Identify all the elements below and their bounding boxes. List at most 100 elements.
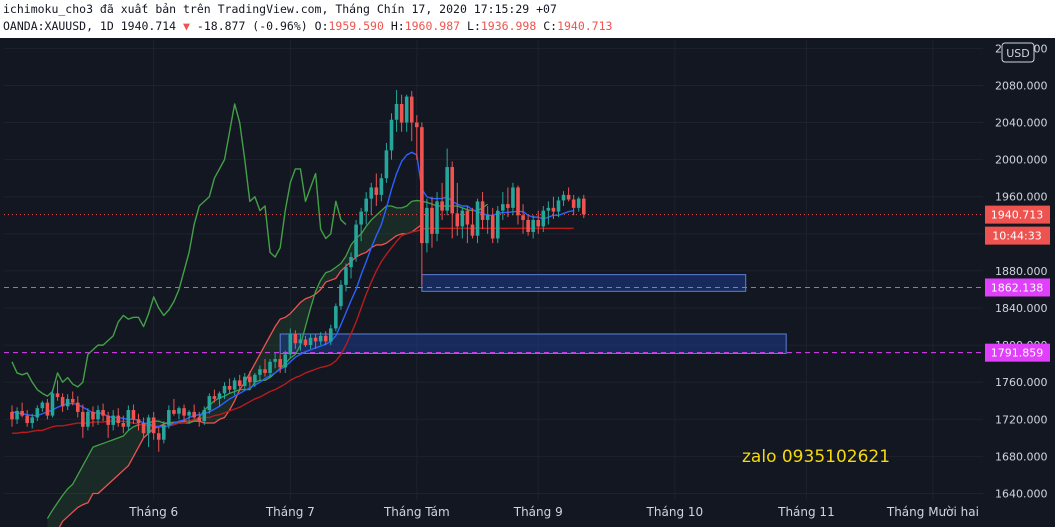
candle-body (55, 393, 60, 398)
candle-body (177, 408, 181, 414)
senkou-span-b-line (58, 224, 423, 527)
y-tick-label: 1880.000 (995, 265, 1048, 278)
candle-body (172, 410, 176, 414)
candle-body (328, 328, 333, 342)
x-tick-label: Tháng 6 (128, 505, 178, 519)
support-zone[interactable] (279, 333, 787, 354)
candle-body (65, 398, 70, 407)
candle-body (60, 397, 65, 407)
kijun-sen-line (12, 227, 574, 434)
x-tick-label: Tháng 11 (777, 505, 835, 519)
y-tick-label: 2040.000 (995, 117, 1048, 130)
candle-body (460, 210, 465, 227)
currency-button-frame[interactable] (1001, 42, 1035, 63)
candle-body (495, 210, 500, 239)
candle-body (106, 415, 110, 425)
open-label: O: (314, 19, 329, 33)
candle-body (516, 187, 520, 216)
candle-body (258, 369, 262, 375)
candle-body (207, 396, 212, 411)
publish-info: ichimoku_cho3 đã xuất bản trên TradingVi… (3, 2, 557, 16)
candle-body (521, 215, 525, 220)
candle-body (20, 410, 24, 416)
candle-body (91, 411, 95, 420)
candle-body (425, 207, 429, 244)
candle-body (96, 410, 100, 420)
y-tick-label: 1680.000 (995, 450, 1048, 463)
candle-body (556, 200, 561, 212)
candle-body (293, 333, 298, 344)
y-tick-label: 2080.000 (995, 79, 1048, 92)
price-tags: 1940.713 10:44:33 1862.138 1791.859 (985, 205, 1050, 362)
candle-body (536, 219, 541, 227)
candle-body (70, 398, 75, 403)
horizontal-levels[interactable] (4, 214, 983, 354)
candle-body (485, 215, 490, 220)
tenkan-sen-line (11, 151, 574, 428)
high-label: H: (390, 19, 405, 33)
candle-body (450, 167, 455, 214)
low-value: 1936.998 (480, 19, 537, 33)
candle-body (156, 433, 161, 440)
candle-body (399, 103, 404, 123)
ohlc-legend: OANDA:XAUUSD, 1D 1940.714 ▼ -18.877 (-0.… (3, 19, 612, 33)
y-tick-label: 1840.000 (995, 302, 1048, 315)
candle-body (15, 410, 19, 420)
x-tick-label: Tháng 7 (265, 505, 315, 519)
candle-body (25, 415, 29, 424)
current-price-tag-text: 1940.713 (991, 209, 1044, 222)
candle-body (480, 201, 485, 220)
candle-body (217, 393, 222, 399)
candle-body (111, 415, 115, 425)
last-price: 1940.714 (120, 19, 177, 33)
candle-body (576, 198, 581, 208)
candle-body (212, 396, 217, 399)
candle-body (146, 417, 151, 434)
currency-button[interactable]: USD (1001, 42, 1035, 63)
support-zone[interactable] (421, 274, 747, 292)
candle-body (455, 213, 460, 227)
candle-body (227, 385, 232, 390)
price-chart[interactable]: 1640.0001680.0001720.0001760.0001800.000… (0, 38, 1055, 527)
candle-body (162, 424, 166, 440)
candle-body (359, 211, 363, 225)
candle-body (430, 207, 434, 234)
candle-body (10, 411, 14, 420)
candle-body (187, 411, 191, 416)
candle-body (571, 199, 576, 208)
candle-body (40, 402, 45, 409)
candle-body (364, 198, 368, 212)
candle-body (561, 194, 566, 201)
candle-body (501, 204, 505, 211)
candle-body (197, 417, 202, 422)
chikou-span-line (11, 103, 347, 397)
candle-body (420, 127, 424, 244)
close-value: 1940.713 (557, 19, 613, 33)
currency-button-label[interactable]: USD (1006, 47, 1030, 60)
candle-body (283, 354, 288, 368)
y-tick-label: 1760.000 (995, 376, 1048, 389)
low-label: L: (467, 19, 481, 33)
candle-body (506, 204, 510, 208)
candle-body (354, 224, 358, 258)
candle-body (121, 423, 126, 427)
x-tick-label: Tháng 10 (646, 505, 704, 519)
open-value: 1959.590 (328, 19, 384, 33)
x-tick-label: Tháng Tám (383, 505, 450, 519)
candle-body (526, 219, 530, 232)
candle-body (404, 96, 409, 123)
candle-body (511, 187, 515, 208)
countdown-tag-text: 10:44:33 (992, 230, 1041, 243)
candle-body (288, 333, 293, 355)
level-tag-box (985, 343, 1050, 362)
candle-body (237, 380, 242, 386)
candle-body (303, 339, 308, 346)
candle-body (394, 103, 399, 120)
y-tick-label: 2000.000 (995, 154, 1048, 167)
candle-body (232, 380, 237, 390)
y-tick-label: 1640.000 (995, 488, 1048, 501)
change-value: -18.877 (-0.96%) (196, 19, 308, 33)
close-label: C: (543, 19, 558, 33)
x-tick-label: Tháng Mười hai (886, 505, 979, 519)
high-value: 1960.987 (404, 19, 461, 33)
